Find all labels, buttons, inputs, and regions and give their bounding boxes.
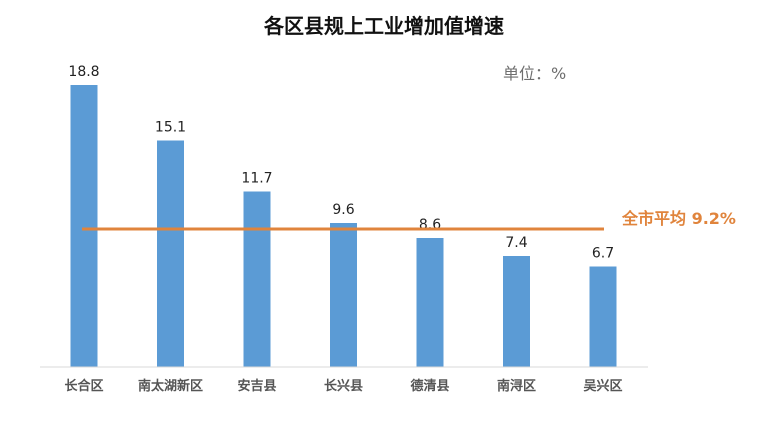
x-tick-label-2: 南太湖新区 [138, 378, 203, 394]
bar-7 [589, 266, 617, 367]
data-label-3: 11.7 [241, 171, 272, 187]
bar-6 [503, 256, 530, 367]
x-tick-label-5: 德清县 [410, 378, 449, 394]
bar-5 [416, 238, 444, 367]
data-label-2: 15.1 [155, 120, 186, 136]
bar-1 [70, 85, 98, 367]
x-tick-label-6: 南浔区 [497, 378, 536, 394]
data-label-5: 8.6 [419, 217, 441, 233]
bar-2 [157, 140, 184, 367]
bar-4 [330, 223, 357, 367]
bar-3 [243, 191, 271, 367]
x-tick-label-1: 长合区 [64, 378, 103, 394]
x-tick-label-7: 吴兴区 [583, 378, 622, 394]
data-label-6: 7.4 [505, 235, 527, 251]
data-label-1: 18.8 [68, 64, 99, 80]
chart-title: 各区县规上工业增加值增速 [264, 14, 504, 38]
data-label-4: 9.6 [332, 202, 354, 218]
average-reference-label: 全市平均 9.2% [621, 209, 736, 228]
unit-label: 单位：% [503, 64, 567, 83]
x-tick-label-4: 长兴县 [324, 378, 363, 394]
data-label-7: 6.7 [592, 246, 614, 262]
x-tick-label-3: 安吉县 [237, 378, 276, 394]
